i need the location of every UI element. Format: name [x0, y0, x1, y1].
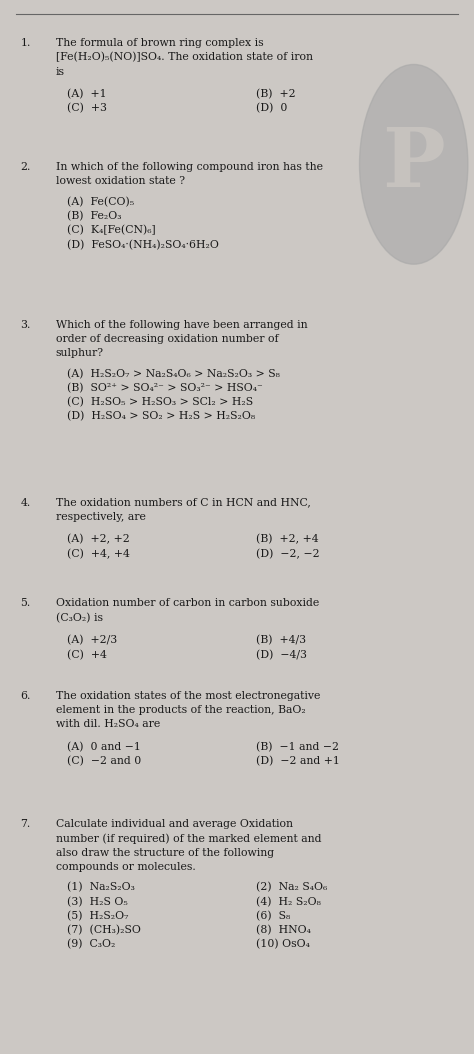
Text: (D)  0: (D) 0 — [256, 103, 287, 114]
Ellipse shape — [359, 64, 468, 265]
Text: Which of the following have been arranged in: Which of the following have been arrange… — [55, 320, 307, 330]
Text: (A)  +2, +2: (A) +2, +2 — [67, 534, 130, 545]
Text: Oxidation number of carbon in carbon suboxide: Oxidation number of carbon in carbon sub… — [55, 599, 319, 608]
Text: (C)  H₂SO₅ > H₂SO₃ > SCl₂ > H₂S: (C) H₂SO₅ > H₂SO₃ > SCl₂ > H₂S — [67, 397, 254, 408]
Text: (1)  Na₂S₂O₃: (1) Na₂S₂O₃ — [67, 882, 135, 893]
Text: (B)  −1 and −2: (B) −1 and −2 — [256, 742, 339, 753]
Text: (A)  H₂S₂O₇ > Na₂S₄O₆ > Na₂S₂O₃ > S₈: (A) H₂S₂O₇ > Na₂S₄O₆ > Na₂S₂O₃ > S₈ — [67, 369, 280, 379]
Text: (C)  K₄[Fe(CN)₆]: (C) K₄[Fe(CN)₆] — [67, 226, 156, 236]
Text: The formula of brown ring complex is: The formula of brown ring complex is — [55, 38, 263, 48]
Text: The oxidation states of the most electronegative: The oxidation states of the most electro… — [55, 691, 320, 701]
Text: is: is — [55, 66, 64, 77]
Text: (A)  0 and −1: (A) 0 and −1 — [67, 742, 141, 753]
Text: (B)  +2, +4: (B) +2, +4 — [256, 534, 319, 545]
Text: 7.: 7. — [20, 819, 30, 829]
Text: respectively, are: respectively, are — [55, 512, 146, 522]
Text: (D)  −4/3: (D) −4/3 — [256, 649, 307, 660]
Text: (C)  −2 and 0: (C) −2 and 0 — [67, 756, 142, 766]
Text: (C)  +4: (C) +4 — [67, 649, 107, 660]
Text: (B)  Fe₂O₃: (B) Fe₂O₃ — [67, 211, 122, 221]
Text: (D)  H₂SO₄ > SO₂ > H₂S > H₂S₂O₈: (D) H₂SO₄ > SO₂ > H₂S > H₂S₂O₈ — [67, 411, 255, 422]
Text: The oxidation numbers of C in HCN and HNC,: The oxidation numbers of C in HCN and HN… — [55, 497, 310, 508]
Text: (C)  +3: (C) +3 — [67, 103, 107, 114]
Text: 1.: 1. — [20, 38, 31, 48]
Text: lowest oxidation state ?: lowest oxidation state ? — [55, 176, 184, 187]
Text: number (if required) of the marked element and: number (if required) of the marked eleme… — [55, 834, 321, 844]
Text: (9)  C₃O₂: (9) C₃O₂ — [67, 939, 116, 950]
Text: sulphur?: sulphur? — [55, 348, 104, 358]
Text: (A)  +1: (A) +1 — [67, 90, 107, 99]
Text: (C)  +4, +4: (C) +4, +4 — [67, 548, 130, 559]
Text: 5.: 5. — [20, 599, 30, 608]
Text: (A)  Fe(CO)₅: (A) Fe(CO)₅ — [67, 197, 135, 208]
Text: (5)  H₂S₂O₇: (5) H₂S₂O₇ — [67, 911, 129, 921]
Text: also draw the structure of the following: also draw the structure of the following — [55, 847, 273, 858]
Text: order of decreasing oxidation number of: order of decreasing oxidation number of — [55, 334, 278, 344]
Text: 4.: 4. — [20, 497, 30, 508]
Text: 6.: 6. — [20, 691, 31, 701]
Text: (B)  +4/3: (B) +4/3 — [256, 636, 306, 646]
Text: In which of the following compound iron has the: In which of the following compound iron … — [55, 162, 323, 172]
Text: compounds or molecules.: compounds or molecules. — [55, 862, 195, 872]
Text: (10) OsO₄: (10) OsO₄ — [256, 939, 310, 950]
Text: with dil. H₂SO₄ are: with dil. H₂SO₄ are — [55, 720, 160, 729]
Text: (D)  FeSO₄·(NH₄)₂SO₄·6H₂O: (D) FeSO₄·(NH₄)₂SO₄·6H₂O — [67, 239, 219, 250]
Text: (C₃O₂) is: (C₃O₂) is — [55, 612, 102, 623]
Text: element in the products of the reaction, BaO₂: element in the products of the reaction,… — [55, 705, 305, 716]
Text: 3.: 3. — [20, 320, 31, 330]
Text: 2.: 2. — [20, 162, 31, 172]
Text: (6)  S₈: (6) S₈ — [256, 911, 290, 921]
Text: (8)  HNO₄: (8) HNO₄ — [256, 925, 311, 935]
Text: (D)  −2 and +1: (D) −2 and +1 — [256, 756, 340, 766]
Text: (3)  H₂S O₅: (3) H₂S O₅ — [67, 897, 128, 906]
Text: (2)  Na₂ S₄O₆: (2) Na₂ S₄O₆ — [256, 882, 327, 893]
Text: (B)  SO²⁺ > SO₄²⁻ > SO₃²⁻ > HSO₄⁻: (B) SO²⁺ > SO₄²⁻ > SO₃²⁻ > HSO₄⁻ — [67, 383, 263, 393]
Text: Calculate individual and average Oxidation: Calculate individual and average Oxidati… — [55, 819, 292, 829]
Text: (D)  −2, −2: (D) −2, −2 — [256, 548, 319, 559]
Text: (7)  (CH₃)₂SO: (7) (CH₃)₂SO — [67, 925, 141, 935]
Text: (A)  +2/3: (A) +2/3 — [67, 636, 118, 646]
Text: (B)  +2: (B) +2 — [256, 90, 295, 99]
Text: [Fe(H₂O)₅(NO)]SO₄. The oxidation state of iron: [Fe(H₂O)₅(NO)]SO₄. The oxidation state o… — [55, 53, 312, 63]
Text: P: P — [383, 124, 445, 204]
Text: (4)  H₂ S₂O₈: (4) H₂ S₂O₈ — [256, 897, 321, 906]
